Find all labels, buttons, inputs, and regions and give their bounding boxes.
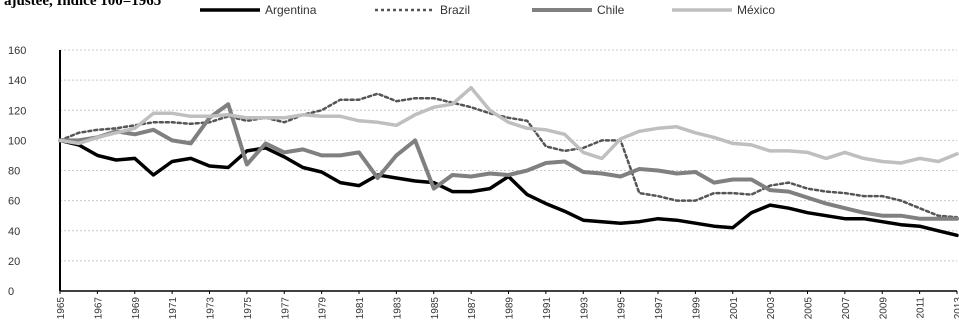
x-axis-ticks: 1965 1967 1969 1971 1973 1975 1977 1979 1981 1983… (56, 291, 959, 319)
x-tick-label: 2009 (878, 297, 889, 320)
series-lines (58, 85, 959, 238)
x-tick-label: 2011 (916, 297, 927, 319)
y-tick-label: 20 (8, 256, 20, 268)
y-tick-label: 80 (8, 166, 20, 178)
legend-label-chile: Chile (597, 3, 625, 17)
x-tick-label: 1973 (206, 297, 217, 320)
x-tick-label: 1999 (691, 297, 702, 320)
y-axis-ticks: 0 20 40 60 80 100 120 140 160 (8, 45, 26, 298)
y-tick-label: 0 (8, 286, 14, 298)
series-line-méxico (58, 85, 959, 165)
x-tick-label: 1979 (318, 297, 329, 320)
x-tick-label: 1983 (392, 297, 403, 320)
x-tick-label: 2007 (841, 297, 852, 320)
y-tick-label: 40 (8, 226, 20, 238)
legend-label-brazil: Brazil (440, 3, 470, 17)
y-tick-label: 60 (8, 196, 20, 208)
y-tick-label: 160 (8, 45, 26, 57)
y-tick-label: 100 (8, 135, 26, 147)
y-tick-label: 140 (8, 75, 26, 87)
x-tick-label: 2005 (804, 297, 815, 320)
x-tick-label: 2013 (953, 297, 959, 320)
x-tick-label: 1971 (168, 297, 179, 320)
x-tick-label: 1989 (505, 297, 516, 320)
x-tick-label: 1995 (617, 297, 628, 320)
x-tick-label: 1967 (93, 297, 104, 320)
chart-title: ajustee, Indice 100=1965 (4, 0, 161, 9)
x-tick-label: 1991 (542, 297, 553, 320)
legend: Argentina Brazil Chile México (200, 3, 775, 17)
x-tick-label: 1993 (579, 297, 590, 320)
x-tick-label: 1987 (467, 297, 478, 320)
grid (60, 49, 957, 262)
x-tick-label: 2003 (766, 297, 777, 320)
x-tick-label: 2001 (729, 297, 740, 320)
legend-label-méxico: México (737, 3, 775, 17)
x-tick-label: 1975 (243, 297, 254, 320)
x-tick-label: 1977 (280, 297, 291, 320)
y-tick-label: 120 (8, 105, 26, 117)
x-tick-label: 1969 (131, 297, 142, 320)
legend-label-argentina: Argentina (265, 3, 317, 17)
x-tick-label: 1997 (654, 297, 665, 320)
series-line-brazil (58, 92, 959, 219)
x-tick-label: 1965 (56, 297, 67, 320)
x-tick-label: 1985 (430, 297, 441, 320)
x-tick-label: 1981 (355, 297, 366, 320)
series-line-argentina (58, 138, 959, 238)
